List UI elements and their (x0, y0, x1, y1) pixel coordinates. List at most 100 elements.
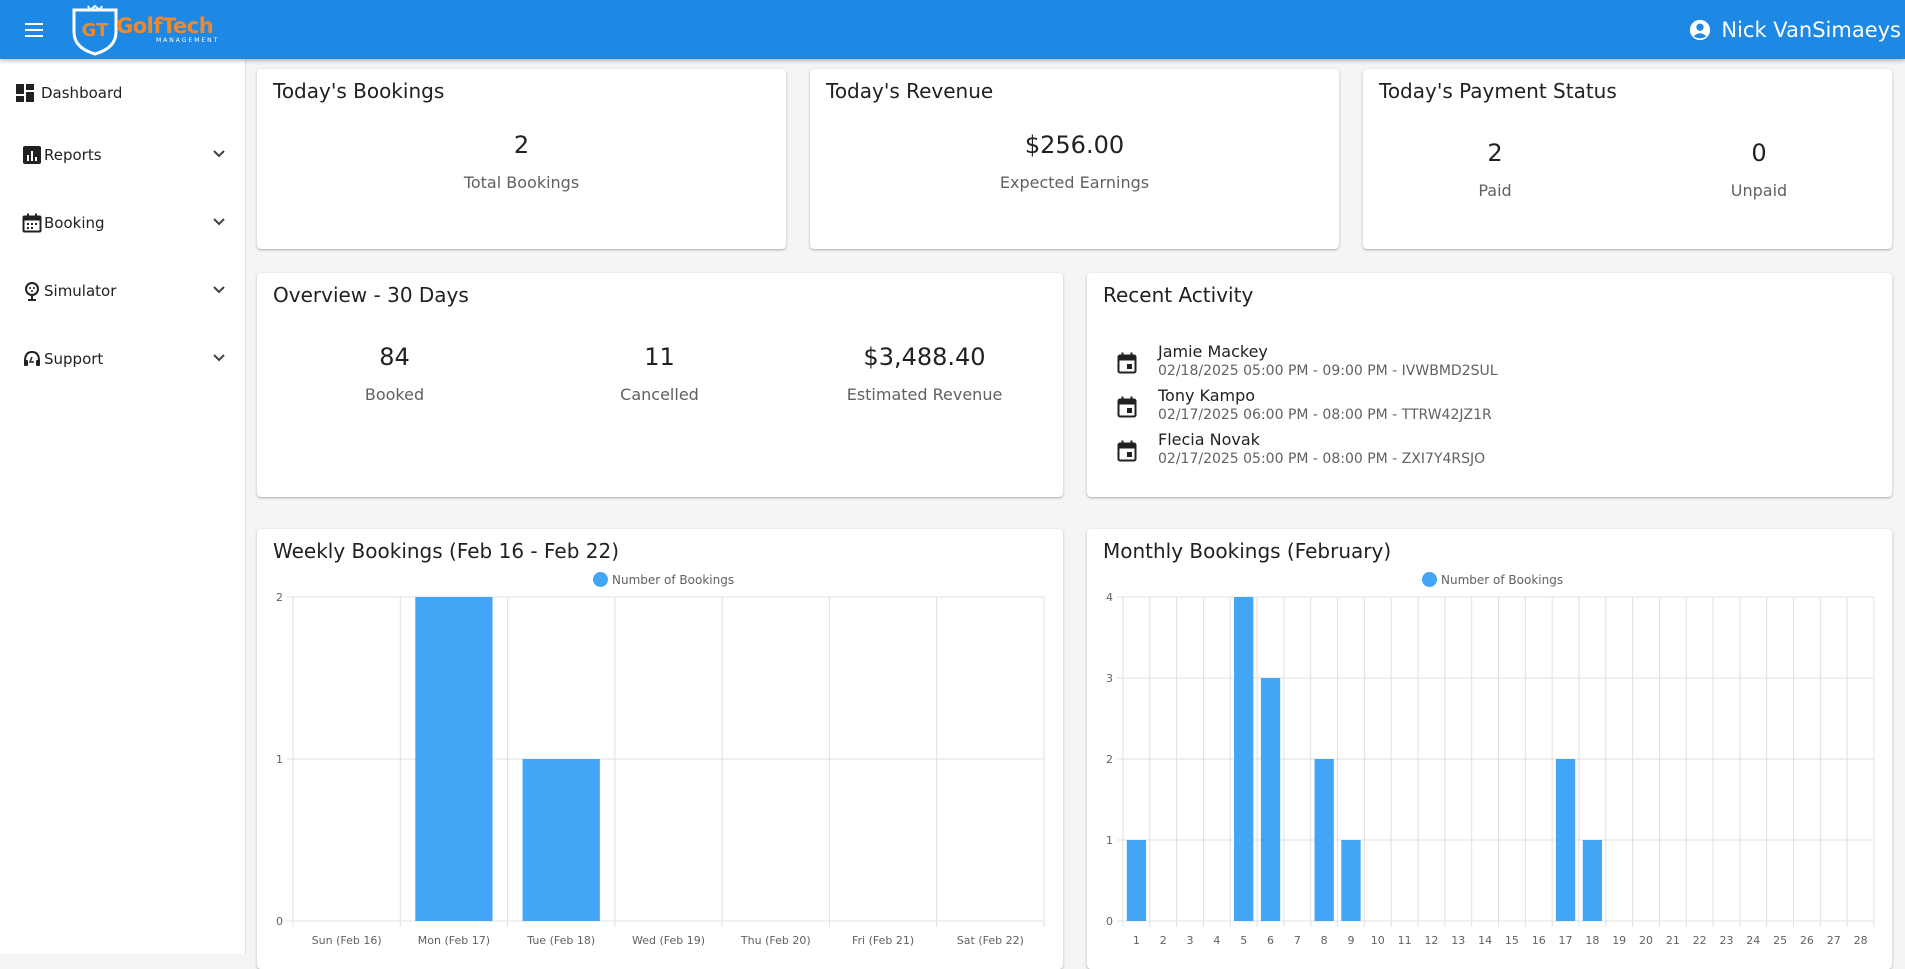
unpaid-value: 0 (1751, 139, 1767, 167)
account-circle-icon (1690, 19, 1711, 40)
x-tick-label: 4 (1213, 934, 1220, 947)
x-tick-label: Wed (Feb 19) (632, 934, 705, 947)
estimated-revenue-label: Estimated Revenue (846, 385, 1003, 404)
activity-detail: 02/17/2025 06:00 PM - 08:00 PM - TTRW42J… (1158, 407, 1492, 423)
weekly-bookings-chart: 0 1 2 Sun (Feb 16) Mon (Feb 17) Tue (Feb 18) W… (276, 591, 1045, 947)
unpaid-label: Unpaid (1730, 181, 1788, 200)
top-app-bar: GT GolfTech MANAGEMENT Nick VanSimaeys (0, 0, 1905, 59)
x-tick-label: 10 (1371, 934, 1385, 947)
user-name: Nick VanSimaeys (1721, 17, 1901, 42)
logo-name: GolfTech (116, 14, 214, 38)
x-tick-label: 20 (1639, 934, 1653, 947)
sidebar-item-label: Dashboard (41, 84, 123, 102)
x-tick-label: 19 (1612, 934, 1626, 947)
booked-value: 84 (379, 343, 410, 371)
x-tick-label: 17 (1559, 934, 1573, 947)
cancelled-label: Cancelled (620, 385, 699, 404)
legend-label: Number of Bookings (612, 572, 735, 587)
paid-value: 2 (1487, 139, 1503, 167)
activity-name: Tony Kampo (1158, 386, 1256, 405)
monthly-bookings-card: Monthly Bookings (February) Number of Bo… (1087, 529, 1892, 969)
x-tick-label: 26 (1800, 934, 1814, 947)
x-tick-label: 28 (1854, 934, 1868, 947)
bar (1126, 840, 1147, 921)
x-tick-label: 13 (1451, 934, 1465, 947)
y-tick-label: 3 (1106, 672, 1113, 685)
recent-activity-card: Recent Activity Jamie Mackey 02/18/2025 … (1087, 273, 1892, 497)
paid-label: Paid (1478, 181, 1512, 200)
calendar-icon (22, 213, 42, 233)
y-tick-label: 2 (276, 591, 283, 604)
expected-earnings-value: $256.00 (1024, 131, 1125, 159)
bar (1555, 759, 1576, 921)
x-tick-label: 5 (1240, 934, 1247, 947)
sidebar-item-reports[interactable]: Reports (0, 135, 246, 175)
x-tick-label: 27 (1827, 934, 1841, 947)
cancelled-value: 11 (644, 343, 675, 371)
card-title: Monthly Bookings (February) (1103, 539, 1392, 563)
todays-revenue-card: Today's Revenue $256.00 Expected Earning… (810, 69, 1339, 249)
y-tick-label: 4 (1106, 591, 1113, 604)
x-tick-label: Sat (Feb 22) (957, 934, 1024, 947)
chevron-down-icon (213, 354, 225, 362)
card-title: Today's Payment Status (1379, 79, 1617, 103)
activity-item[interactable]: Tony Kampo 02/17/2025 06:00 PM - 08:00 P… (1101, 386, 1861, 430)
chevron-down-icon (213, 286, 225, 294)
activity-item[interactable]: Jamie Mackey 02/18/2025 05:00 PM - 09:00… (1101, 342, 1861, 386)
card-title: Today's Revenue (826, 79, 994, 103)
golftech-logo[interactable]: GT GolfTech MANAGEMENT (70, 4, 219, 56)
user-account-menu[interactable]: Nick VanSimaeys (1689, 0, 1901, 59)
x-tick-label: 8 (1321, 934, 1328, 947)
reports-icon (23, 146, 41, 164)
x-tick-label: Fri (Feb 21) (852, 934, 914, 947)
bar (522, 759, 600, 921)
y-tick-label: 0 (1106, 915, 1113, 928)
x-tick-label: Mon (Feb 17) (418, 934, 490, 947)
logo-subtitle: MANAGEMENT (156, 37, 220, 44)
x-tick-label: 3 (1187, 934, 1194, 947)
bar (1582, 840, 1603, 921)
menu-button[interactable] (18, 13, 52, 47)
sidebar-item-label: Reports (44, 146, 102, 164)
card-title: Recent Activity (1103, 283, 1254, 307)
x-tick-label: Tue (Feb 18) (526, 934, 595, 947)
sidebar-item-simulator[interactable]: Simulator (0, 271, 246, 311)
event-icon (1117, 396, 1137, 418)
x-tick-label: 11 (1398, 934, 1412, 947)
sidebar-item-support[interactable]: Support (0, 339, 246, 379)
sidebar-item-label: Booking (44, 214, 105, 232)
weekly-bookings-card: Weekly Bookings (Feb 16 - Feb 22) Number… (257, 529, 1063, 969)
x-tick-label: 21 (1666, 934, 1680, 947)
chart-legend[interactable]: Number of Bookings (1422, 572, 1563, 587)
shield-logo-icon: GT (72, 4, 118, 56)
activity-item[interactable]: Flecia Novak 02/17/2025 05:00 PM - 08:00… (1101, 430, 1861, 474)
bar (415, 597, 493, 921)
y-tick-label: 1 (276, 753, 283, 766)
total-bookings-value: 2 (513, 131, 530, 159)
headset-icon (24, 350, 40, 366)
x-tick-label: 9 (1347, 934, 1354, 947)
sidebar-item-dashboard[interactable]: Dashboard (0, 73, 246, 113)
sidebar-item-booking[interactable]: Booking (0, 203, 246, 243)
activity-name: Flecia Novak (1158, 430, 1260, 449)
x-tick-label: 18 (1585, 934, 1599, 947)
y-tick-label: 2 (1106, 753, 1113, 766)
x-tick-label: 6 (1267, 934, 1274, 947)
svg-text:GT: GT (82, 20, 109, 41)
card-title: Today's Bookings (273, 79, 445, 103)
chevron-down-icon (213, 218, 225, 226)
dashboard-icon (16, 84, 34, 102)
estimated-revenue-value: $3,488.40 (863, 343, 986, 371)
x-tick-label: 23 (1719, 934, 1733, 947)
payment-status-card: Today's Payment Status 2 Paid 0 Unpaid (1363, 69, 1892, 249)
x-tick-label: 14 (1478, 934, 1492, 947)
total-bookings-label: Total Bookings (463, 173, 580, 192)
expected-earnings-label: Expected Earnings (999, 173, 1150, 192)
activity-name: Jamie Mackey (1158, 342, 1268, 361)
bar (1341, 840, 1361, 921)
y-tick-label: 1 (1106, 834, 1113, 847)
x-tick-label: 7 (1294, 934, 1301, 947)
event-icon (1117, 440, 1137, 462)
chart-legend[interactable]: Number of Bookings (593, 572, 734, 587)
